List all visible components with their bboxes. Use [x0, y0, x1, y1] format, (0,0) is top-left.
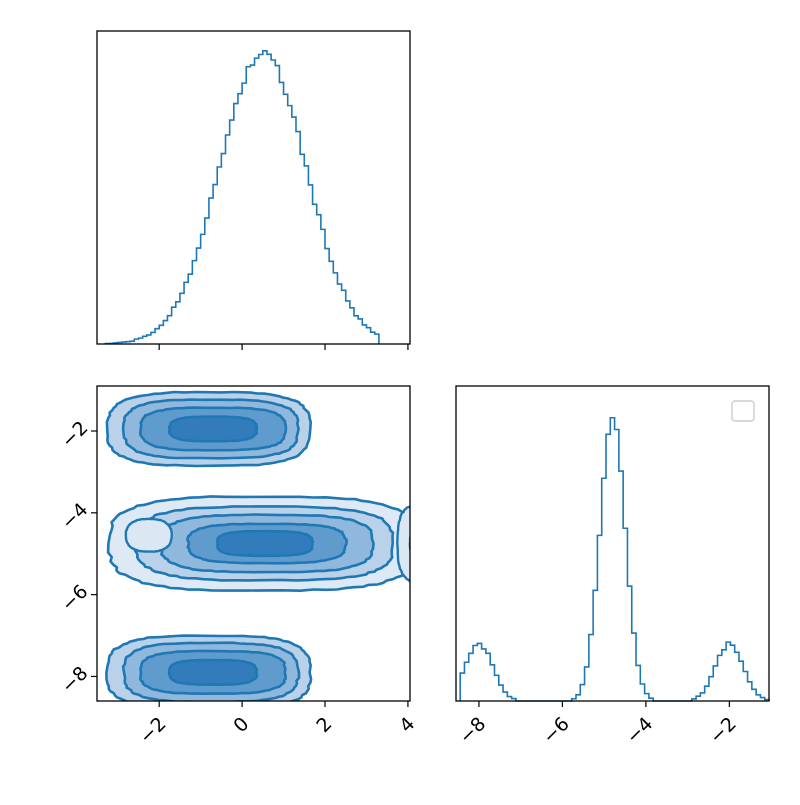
contour-mode-0-level-4: [216, 529, 315, 558]
contour-mode-1-level-3: [167, 415, 259, 443]
histogram-x1-steps: [459, 416, 770, 702]
contour-y-tick-label-3: −8: [57, 662, 92, 697]
contour-x-tick-label-1: 0: [229, 713, 253, 737]
histogram-x1-x-tick-label-1: −6: [538, 713, 573, 748]
histogram-x1-x-tick-label-3: −2: [705, 713, 740, 748]
contour-x-tick-label-0: −2: [135, 713, 170, 748]
contour-edge-blob-outer: [396, 505, 410, 583]
contour-x-tick-label-3: 4: [395, 713, 419, 737]
contour-mode-2-level-3: [167, 658, 259, 686]
contour-edge-blob-inner: [408, 534, 410, 553]
contour-layers: [105, 390, 410, 701]
contour-y-tick-label-1: −4: [57, 499, 92, 534]
contour-y-tick-label-0: −2: [57, 417, 92, 452]
contour-y-tick-label-2: −6: [57, 581, 92, 616]
histogram-x1-panel: −8 −6 −4 −2: [455, 385, 770, 748]
histogram-x0-frame: [96, 30, 411, 345]
histogram-x1-frame: [455, 385, 770, 702]
contour-left-blob: [124, 517, 174, 553]
histogram-x0-panel: [96, 30, 411, 350]
histogram-x0-steps: [104, 49, 380, 345]
histogram-x1-x-tick-label-0: −8: [455, 713, 490, 748]
contour-x-tick-label-2: 2: [312, 713, 336, 737]
contour-x0-x1-panel: −2 0 2 4 −2 −4 −6 −8: [57, 385, 419, 748]
histogram-x1-x-tick-label-2: −4: [622, 713, 657, 748]
legend-box: [731, 400, 755, 422]
contour-frame: [96, 385, 411, 702]
